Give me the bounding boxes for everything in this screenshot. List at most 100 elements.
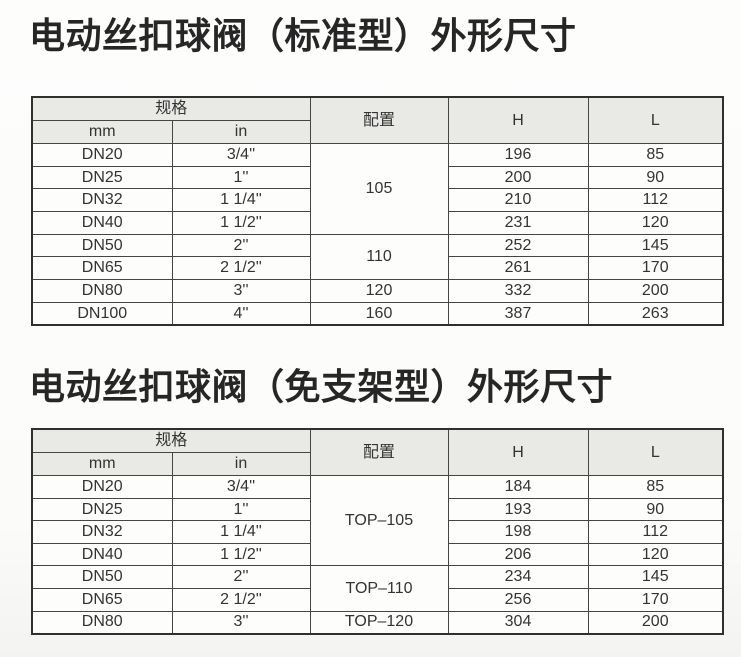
table-row: DN20 3/4'' TOP–105 184 85: [31, 474, 724, 567]
header-config: 配置: [309, 428, 449, 476]
cell-l-dimension: 112: [587, 520, 724, 544]
cell-dn-size: DN25: [31, 497, 173, 522]
cell-dn-size: DN20: [31, 475, 173, 499]
cell-config: TOP–110: [309, 565, 449, 612]
header-in: in: [171, 452, 311, 476]
table-row: DN40 1 1/2'' 206 120: [31, 542, 724, 567]
cell-config: 160: [309, 301, 449, 326]
table-row: DN32 1 1/4'' 198 112: [31, 520, 724, 544]
cell-l-dimension: 145: [587, 565, 724, 589]
cell-h-dimension: 184: [447, 475, 589, 499]
header-spec: 规格: [31, 428, 311, 453]
cell-h-dimension: 304: [447, 610, 589, 635]
cell-l-dimension: 90: [587, 497, 724, 522]
cell-inch-size: 4'': [171, 301, 311, 326]
spec-table-bracket-free: 规格 配置 H L mm in DN20 3/4'' TOP–105 184 85 DN2…: [31, 428, 725, 635]
cell-l-dimension: 263: [587, 301, 724, 326]
cell-dn-size: DN65: [31, 256, 173, 281]
cell-h-dimension: 196: [447, 143, 589, 167]
cell-l-dimension: 120: [587, 211, 724, 235]
section-title-bracket-free-type: 电动丝扣球阀（免支架型）外形尺寸: [29, 366, 614, 407]
table-subheader-row: mm in: [31, 120, 723, 144]
table-row: DN80 3'' TOP–120 304 200: [31, 610, 724, 635]
table-row: DN32 1 1/4'' 210 112: [31, 188, 724, 213]
cell-inch-size: 3'': [171, 610, 311, 635]
cell-dn-size: DN25: [31, 165, 173, 190]
cell-config: 105: [309, 143, 449, 235]
cell-dn-size: DN100: [31, 301, 173, 326]
cell-inch-size: 3'': [171, 279, 311, 303]
cell-dn-size: DN32: [31, 520, 173, 544]
table-row: DN40 1 1/2'' 231 120: [31, 211, 724, 235]
cell-h-dimension: 252: [447, 233, 589, 258]
cell-dn-size: DN50: [31, 233, 173, 258]
cell-dn-size: DN40: [31, 542, 173, 567]
cell-inch-size: 2 1/2'': [171, 587, 311, 612]
cell-h-dimension: 234: [447, 565, 589, 589]
table-body: DN20 3/4'' TOP–105 184 85 DN25 1'' 193 90 DN32 1 1…: [31, 474, 724, 635]
header-spec: 规格: [31, 96, 311, 121]
table-row: DN50 2'' TOP–110 234 145: [31, 565, 724, 612]
table-row: DN20 3/4'' 105 196 85: [31, 143, 724, 235]
cell-config: 120: [309, 279, 449, 303]
cell-l-dimension: 85: [587, 143, 724, 167]
cell-dn-size: DN32: [31, 188, 173, 213]
cell-h-dimension: 231: [447, 211, 589, 235]
cell-l-dimension: 90: [587, 165, 724, 190]
cell-h-dimension: 193: [447, 497, 589, 522]
cell-h-dimension: 387: [447, 301, 589, 326]
cell-inch-size: 1 1/2'': [171, 542, 311, 567]
table-subheader-row: mm in: [31, 452, 723, 476]
cell-h-dimension: 332: [447, 279, 589, 303]
cell-h-dimension: 206: [447, 542, 589, 567]
cell-l-dimension: 200: [587, 610, 724, 635]
cell-dn-size: DN65: [31, 587, 173, 612]
cell-inch-size: 2'': [171, 565, 311, 589]
table-header: 规格 配置 H L mm in: [31, 96, 724, 144]
header-h: H: [447, 428, 589, 476]
cell-l-dimension: 85: [587, 475, 724, 499]
cell-h-dimension: 198: [447, 520, 589, 544]
cell-config: TOP–120: [309, 610, 449, 635]
cell-l-dimension: 145: [587, 233, 724, 258]
cell-inch-size: 3/4'': [171, 143, 311, 167]
header-h: H: [447, 96, 589, 144]
cell-inch-size: 1'': [171, 165, 311, 190]
cell-config: TOP–105: [309, 474, 449, 567]
cell-dn-size: DN80: [31, 279, 173, 303]
cell-dn-size: DN50: [31, 565, 173, 589]
table-row: DN50 2'' 110 252 145: [31, 233, 724, 281]
cell-inch-size: 1 1/4'': [171, 188, 311, 213]
cell-h-dimension: 261: [447, 256, 589, 281]
cell-dn-size: DN40: [31, 211, 173, 235]
table-row: DN100 4'' 160 387 263: [31, 301, 724, 326]
header-config: 配置: [309, 96, 449, 144]
table-row: DN25 1'' 200 90: [31, 165, 724, 190]
cell-h-dimension: 210: [447, 188, 589, 213]
cell-inch-size: 1 1/2'': [171, 211, 311, 235]
header-mm: mm: [31, 120, 173, 144]
header-l: L: [587, 428, 724, 476]
cell-inch-size: 1 1/4'': [171, 520, 311, 544]
table-row: DN80 3'' 120 332 200: [31, 279, 724, 303]
spec-table-standard: 规格 配置 H L mm in DN20 3/4'' 105 196 85 DN25 1''…: [31, 96, 725, 326]
cell-l-dimension: 170: [587, 256, 724, 281]
cell-h-dimension: 256: [447, 587, 589, 612]
cell-inch-size: 3/4'': [171, 475, 311, 499]
cell-l-dimension: 200: [587, 279, 724, 303]
section-title-standard-type: 电动丝扣球阀（标准型）外形尺寸: [29, 15, 577, 56]
cell-inch-size: 1'': [171, 497, 311, 522]
cell-inch-size: 2'': [171, 233, 311, 258]
cell-h-dimension: 200: [447, 165, 589, 190]
table-body: DN20 3/4'' 105 196 85 DN25 1'' 200 90 DN32 1 1/4''…: [31, 143, 724, 326]
cell-config: 110: [309, 233, 449, 281]
cell-l-dimension: 120: [587, 542, 724, 567]
cell-dn-size: DN80: [31, 610, 173, 635]
cell-dn-size: DN20: [31, 143, 173, 167]
table-row: DN65 2 1/2'' 261 170: [31, 256, 724, 281]
header-in: in: [171, 120, 311, 144]
table-header-row: 规格 配置 H L: [31, 96, 724, 144]
table-header: 规格 配置 H L mm in: [31, 428, 724, 476]
cell-l-dimension: 112: [587, 188, 724, 213]
